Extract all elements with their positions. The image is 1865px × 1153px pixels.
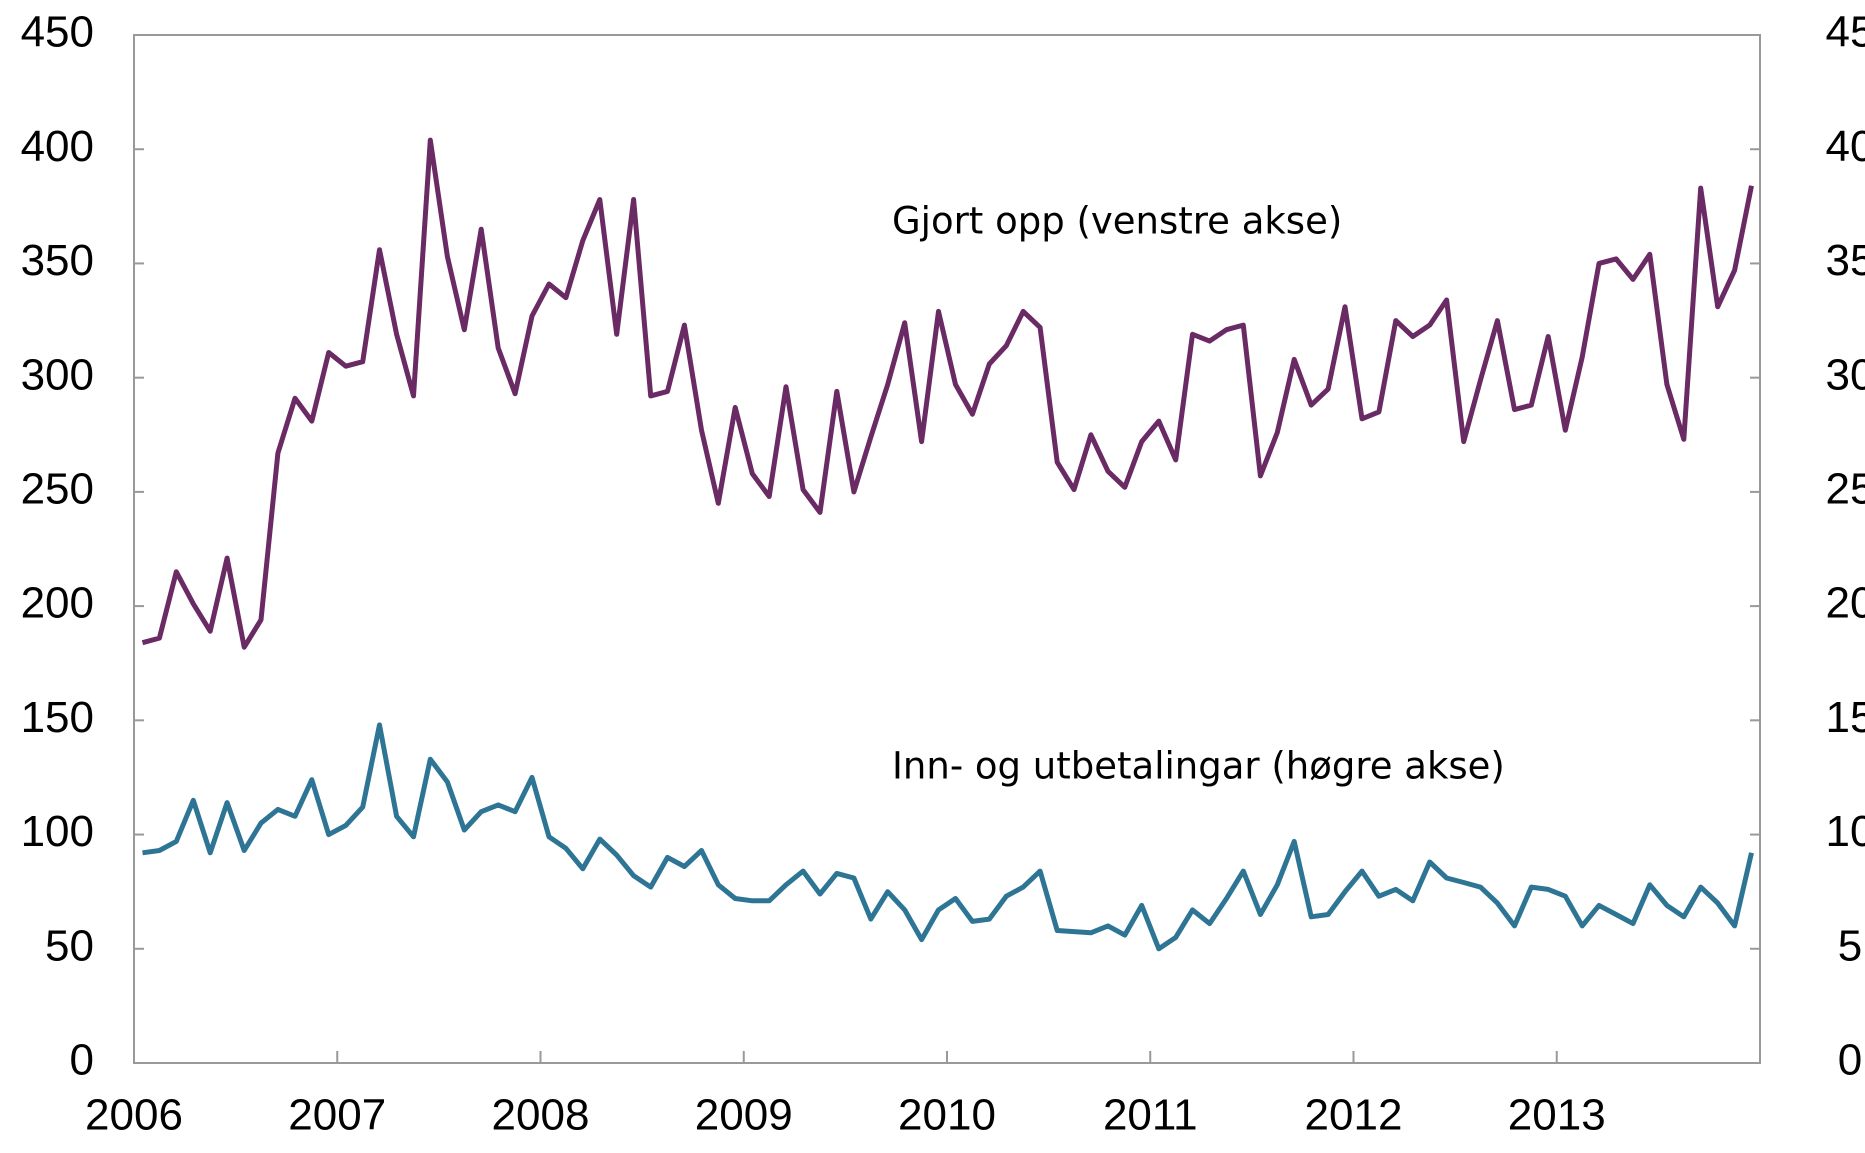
- y-tick-label: 450: [21, 8, 94, 57]
- x-tick-label: 2007: [288, 1091, 386, 1140]
- y2-tick-label: 35: [1826, 236, 1865, 285]
- series-line: [141, 137, 1754, 650]
- y2-tick-label: 45: [1826, 8, 1865, 57]
- y-tick-label: 350: [21, 236, 94, 285]
- y-tick-label: 0: [70, 1036, 94, 1085]
- y-tick-label: 250: [21, 465, 94, 514]
- y2-tick-label: 40: [1826, 122, 1865, 171]
- x-tick-label: 2012: [1305, 1091, 1403, 1140]
- y2-tick-label: 20: [1826, 579, 1865, 628]
- x-tick-label: 2011: [1103, 1091, 1198, 1140]
- series-label: Inn- og utbetalingar (høgre akse): [892, 745, 1505, 788]
- x-tick-label: 2010: [898, 1091, 996, 1140]
- y2-tick-label: 0: [1838, 1036, 1862, 1085]
- y2-tick-label: 5: [1838, 921, 1862, 970]
- y-tick-label: 50: [45, 921, 94, 970]
- series-line: [142, 722, 1754, 952]
- y-tick-label: 100: [21, 807, 94, 856]
- series-label: Gjort opp (venstre akse): [892, 200, 1342, 243]
- y2-tick-label: 15: [1826, 693, 1865, 742]
- y-tick-label: 150: [21, 693, 94, 742]
- x-tick-label: 2008: [492, 1091, 590, 1140]
- y-tick-label: 200: [21, 579, 94, 628]
- x-tick-label: 2013: [1508, 1091, 1606, 1140]
- y2-tick-label: 30: [1826, 350, 1865, 399]
- x-tick-label: 2009: [695, 1091, 793, 1140]
- y-tick-label: 400: [21, 122, 94, 171]
- plot-frame: [133, 34, 1761, 1064]
- y2-tick-label: 25: [1826, 465, 1865, 514]
- x-tick-label: 2006: [85, 1091, 183, 1140]
- y-tick-label: 300: [21, 350, 94, 399]
- y2-tick-label: 10: [1826, 807, 1865, 856]
